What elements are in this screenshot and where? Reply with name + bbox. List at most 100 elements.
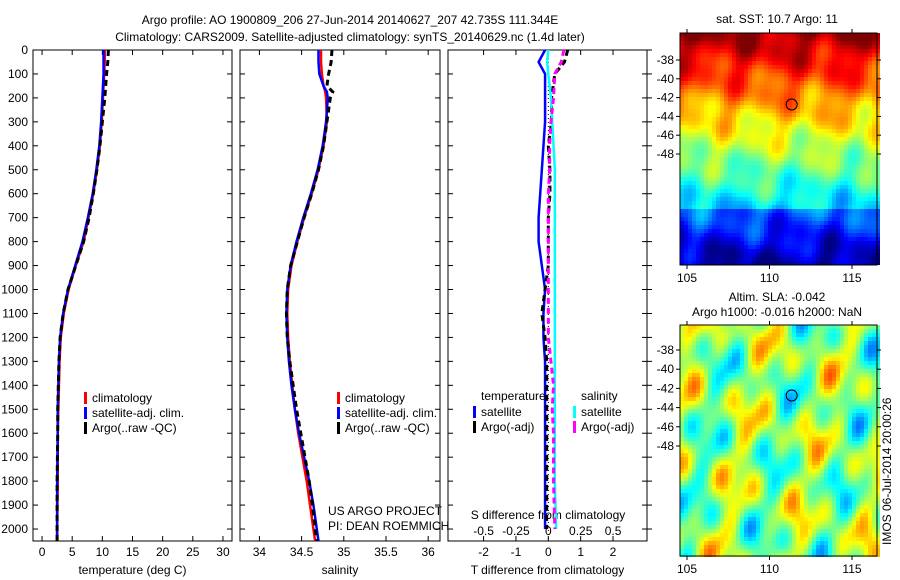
map-cell <box>868 93 872 97</box>
map-cell <box>692 425 696 429</box>
map-cell <box>812 257 816 261</box>
map-cell <box>696 389 700 393</box>
map-cell <box>800 125 804 129</box>
map-cell <box>800 93 804 97</box>
map-cell <box>704 101 708 105</box>
map-cell <box>732 85 736 89</box>
map-cell <box>796 337 800 341</box>
map-cell <box>860 453 864 457</box>
map-cell <box>872 133 876 137</box>
map-cell <box>772 341 776 345</box>
map-cell <box>780 37 784 41</box>
map-cell <box>828 93 832 97</box>
map-cell <box>868 381 872 385</box>
map-cell <box>680 381 684 385</box>
map-cell <box>696 401 700 405</box>
map-cell <box>772 389 776 393</box>
map-cell <box>824 189 828 193</box>
map-cell <box>820 45 824 49</box>
map-cell <box>696 117 700 121</box>
map-cell <box>796 113 800 117</box>
map-cell <box>776 77 780 81</box>
map-cell <box>860 337 864 341</box>
map-cell <box>836 193 840 197</box>
map-cell <box>832 393 836 397</box>
map-cell <box>836 161 840 165</box>
map-cell <box>820 97 824 101</box>
map-cell <box>696 209 700 213</box>
map-cell <box>820 173 824 177</box>
map-cell <box>736 53 740 57</box>
map-cell <box>764 425 768 429</box>
map-cell <box>788 89 792 93</box>
map-cell <box>804 333 808 337</box>
map-cell <box>712 341 716 345</box>
map-cell <box>696 113 700 117</box>
map-cell <box>816 361 820 365</box>
map-cell <box>812 93 816 97</box>
map-cell <box>712 245 716 249</box>
map-cell <box>684 33 688 37</box>
map-cell <box>692 33 696 37</box>
map-cell <box>852 93 856 97</box>
map-cell <box>868 153 872 157</box>
map-cell <box>720 421 724 425</box>
map-cell <box>860 205 864 209</box>
map-cell <box>804 113 808 117</box>
map-cell <box>688 149 692 153</box>
map-cell <box>744 345 748 349</box>
map-cell <box>776 253 780 257</box>
map-cell <box>680 229 684 233</box>
map-cell <box>868 197 872 201</box>
map-cell <box>840 93 844 97</box>
map-cell <box>848 157 852 161</box>
map-cell <box>724 249 728 253</box>
map-cell <box>696 253 700 257</box>
map-cell <box>856 45 860 49</box>
map-cell <box>828 461 832 465</box>
map-cell <box>856 181 860 185</box>
map-cell <box>804 53 808 57</box>
map-cell <box>816 69 820 73</box>
map-cell <box>756 117 760 121</box>
map-cell <box>736 121 740 125</box>
map-cell <box>792 209 796 213</box>
map-cell <box>752 401 756 405</box>
map-cell <box>824 341 828 345</box>
map-cell <box>688 233 692 237</box>
map-cell <box>684 37 688 41</box>
map-cell <box>832 381 836 385</box>
map-cell <box>744 105 748 109</box>
map-cell <box>728 245 732 249</box>
map-cell <box>852 453 856 457</box>
map-cell <box>740 333 744 337</box>
map-cell <box>752 461 756 465</box>
map-cell <box>684 345 688 349</box>
map-cell <box>716 109 720 113</box>
map-cell <box>780 325 784 329</box>
map-cell <box>844 77 848 81</box>
map-cell <box>724 229 728 233</box>
map-cell <box>756 369 760 373</box>
map-cell <box>820 401 824 405</box>
map-cell <box>788 409 792 413</box>
map-cell <box>752 157 756 161</box>
map-cell <box>752 241 756 245</box>
map-cell <box>688 341 692 345</box>
map-cell <box>804 65 808 69</box>
map-cell <box>684 225 688 229</box>
map-cell <box>840 377 844 381</box>
map-cell <box>744 325 748 329</box>
map-cell <box>856 193 860 197</box>
map-cell <box>836 457 840 461</box>
map-cell <box>756 113 760 117</box>
map-cell <box>836 137 840 141</box>
map-cell <box>808 173 812 177</box>
map-cell <box>840 397 844 401</box>
map-cell <box>816 101 820 105</box>
argo-location-marker <box>785 98 798 111</box>
map-cell <box>720 45 724 49</box>
map-cell <box>872 125 876 129</box>
map-cell <box>748 385 752 389</box>
map-cell <box>872 457 876 461</box>
